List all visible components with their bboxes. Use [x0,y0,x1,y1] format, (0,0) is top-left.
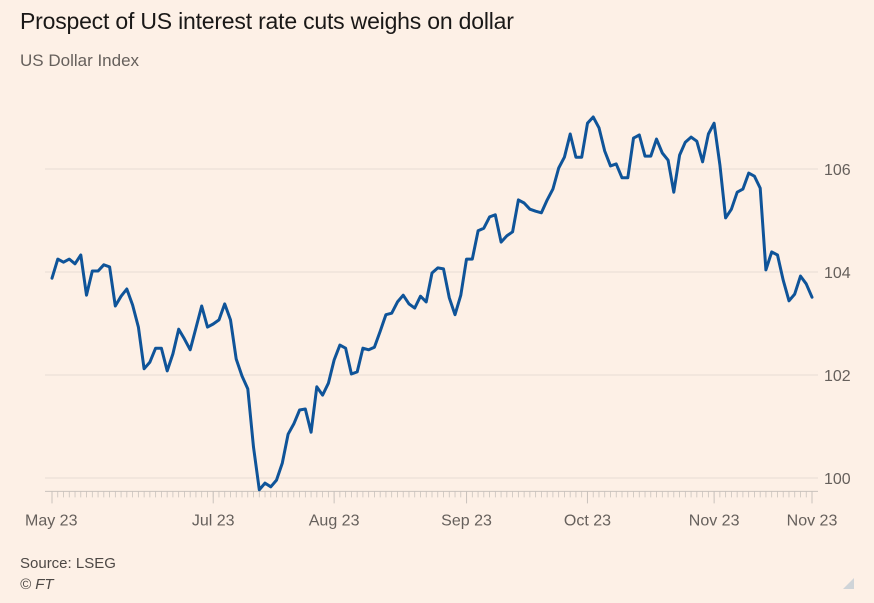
chart-title: Prospect of US interest rate cuts weighs… [20,8,514,34]
source-note: Source: LSEG [20,555,116,572]
y-tick-label: 102 [824,368,851,385]
y-tick-label: 106 [824,162,851,179]
y-tick-label: 104 [824,265,851,282]
series-layer [50,115,814,492]
x-tick-label: Nov 23 [787,512,838,529]
x-tick-label: Oct 23 [564,512,611,529]
x-tick-label: Aug 23 [309,512,360,529]
x-tick-label: Sep 23 [441,512,492,529]
x-axis: May 23 Jul 23 Aug 23 Sep 23 Oct 23 Nov 23 Nov … [25,490,838,529]
gridlines [45,168,818,479]
x-tick-label: Jul 23 [192,512,235,529]
copyright-note: © FT [20,576,54,593]
y-tick-label: 100 [824,471,851,488]
series-line-dollar-index [50,115,814,492]
y-axis: 100 102 104 106 [824,162,851,488]
resize-corner-icon [843,578,854,589]
x-tick-label: May 23 [25,512,78,529]
chart-subtitle: US Dollar Index [20,51,140,70]
x-tick-label: Nov 23 [689,512,740,529]
